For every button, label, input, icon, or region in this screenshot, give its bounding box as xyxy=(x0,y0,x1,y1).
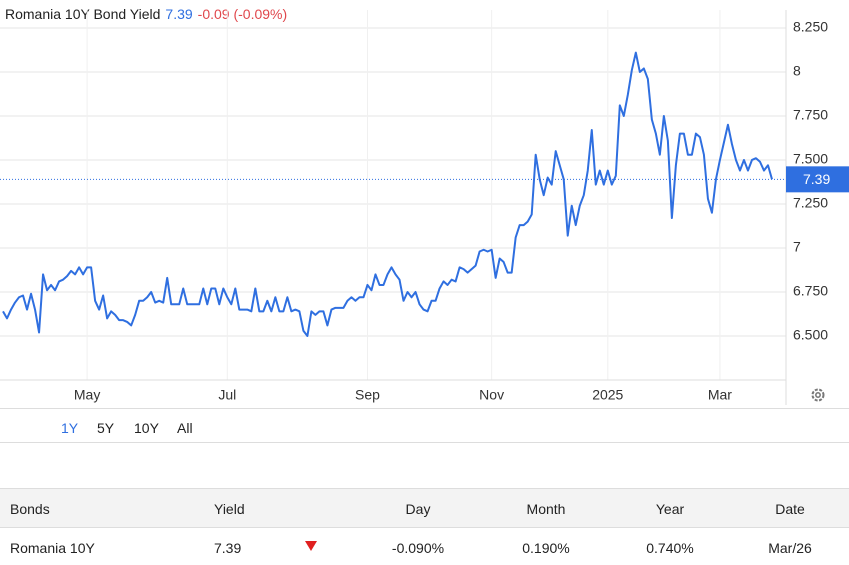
cell: 7.39 xyxy=(214,540,242,556)
cell[interactable]: Romania 10Y xyxy=(10,540,95,556)
y-tick-label: 7.750 xyxy=(793,107,828,123)
y-tick-label: 7.500 xyxy=(793,151,828,167)
header-cell: Date xyxy=(775,501,805,517)
last-price-box xyxy=(786,166,849,193)
range-button[interactable]: 5Y xyxy=(97,420,115,436)
range-button[interactable]: All xyxy=(177,420,193,436)
cell: -0.090% xyxy=(391,540,445,556)
x-tick-label: Sep xyxy=(355,387,380,403)
table-header: Bonds Yield Day Month Year Date xyxy=(0,488,849,528)
y-tick-label: 8 xyxy=(793,63,801,79)
chart-header: Romania 10Y Bond Yield 7.39 -0.09 (-0.09%) xyxy=(5,6,287,22)
y-tick-label: 8.250 xyxy=(793,19,828,35)
cell: 0.740% xyxy=(646,540,694,556)
header-cell: Yield xyxy=(214,501,245,517)
range-button[interactable]: 10Y xyxy=(134,420,159,436)
cell: 0.190% xyxy=(522,540,570,556)
y-tick-label: 6.500 xyxy=(793,327,828,343)
header-cell: Year xyxy=(655,501,685,517)
grid xyxy=(0,10,786,380)
price-change: -0.09 (-0.09%) xyxy=(198,6,287,22)
header-cell: Day xyxy=(405,501,431,517)
x-tick-label: Nov xyxy=(479,387,504,403)
table-row: Romania 10Y 7.39 -0.090% 0.190% 0.740% M… xyxy=(0,528,849,565)
x-tick-label: Mar xyxy=(708,387,732,403)
x-tick-label: May xyxy=(74,387,100,403)
down-arrow xyxy=(305,541,317,551)
settings-icon[interactable] xyxy=(811,388,825,402)
chart-title: Romania 10Y Bond Yield xyxy=(5,6,160,22)
range-bar: 1Y 5Y 10Y All xyxy=(0,408,849,443)
x-tick-label: 2025 xyxy=(592,387,623,403)
chart: Romania 10Y Bond Yield 7.39 -0.09 (-0.09%)… xyxy=(0,6,849,405)
y-tick-label: 7 xyxy=(793,239,801,255)
header-cell: Bonds xyxy=(10,501,50,517)
price-line xyxy=(2,51,773,337)
x-tick-label: Jul xyxy=(218,387,236,403)
y-tick-label: 7.250 xyxy=(793,195,828,211)
price: 7.39 xyxy=(165,6,192,22)
range-button[interactable]: 1Y xyxy=(61,420,79,436)
y-tick-label: 6.750 xyxy=(793,283,828,299)
cell: Mar/26 xyxy=(768,540,812,556)
last-price-label: 7.39 xyxy=(803,171,830,187)
header-cell: Month xyxy=(526,501,566,517)
